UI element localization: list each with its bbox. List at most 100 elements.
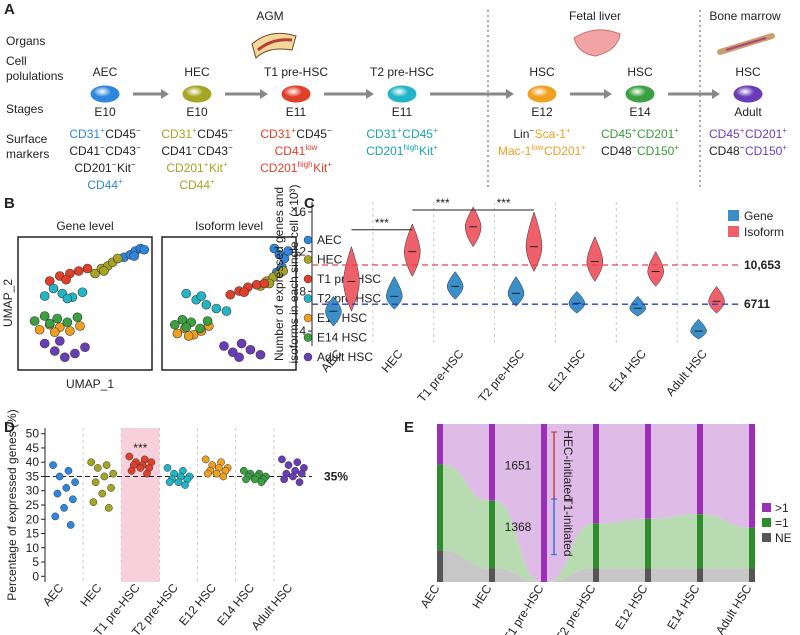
point bbox=[87, 458, 96, 467]
umap-point bbox=[225, 289, 236, 300]
umap-point bbox=[172, 328, 183, 339]
violin bbox=[568, 291, 586, 314]
reference-label: 35% bbox=[324, 469, 348, 483]
flow bbox=[651, 424, 697, 519]
umap-point bbox=[112, 253, 123, 264]
marker: CD45 bbox=[402, 127, 433, 141]
legend-label: >1 bbox=[775, 501, 789, 515]
point bbox=[295, 478, 304, 487]
x-tick-label: HEC bbox=[379, 347, 406, 376]
x-axis-label: UMAP_1 bbox=[66, 377, 114, 391]
marker-sup: + bbox=[433, 143, 438, 152]
y-tick-label: 35 bbox=[26, 469, 40, 483]
marker: CD43 bbox=[105, 144, 136, 158]
umap-title: Isoform level bbox=[195, 219, 263, 233]
point bbox=[53, 489, 62, 498]
point bbox=[60, 504, 68, 512]
point bbox=[66, 521, 75, 529]
y-axis-label-line: isoforms in each single cell (×10³) bbox=[287, 184, 301, 363]
population: HSC bbox=[529, 65, 555, 79]
point bbox=[98, 489, 107, 498]
reference-label: 10,653 bbox=[744, 258, 781, 272]
y-tick-label: 10 bbox=[26, 541, 40, 555]
arrow-head bbox=[712, 89, 720, 99]
x-tick-label: AEC bbox=[40, 581, 67, 609]
marker-line: CD31+ CD45+ bbox=[366, 126, 438, 141]
y-tick-label: 12 bbox=[293, 245, 307, 259]
umap-point bbox=[129, 251, 139, 261]
panel-label: C bbox=[304, 195, 315, 212]
y-axis-label-line: Number of expressed genes and bbox=[272, 187, 286, 361]
x-tick-label: T2 pre-HSC bbox=[475, 347, 527, 405]
violin bbox=[446, 271, 464, 300]
liver-icon bbox=[573, 29, 621, 57]
point bbox=[289, 472, 297, 481]
umap-point bbox=[49, 346, 60, 356]
point bbox=[64, 466, 73, 475]
umap-point bbox=[29, 316, 40, 326]
legend-label: E14 HSC bbox=[317, 331, 367, 345]
point bbox=[297, 469, 306, 478]
marker-sup: + bbox=[327, 160, 332, 169]
marker-line: CD31+ CD45− bbox=[69, 126, 141, 141]
x-tick-label: E14 HSC bbox=[606, 347, 649, 395]
umap-point bbox=[34, 324, 45, 335]
point bbox=[127, 466, 136, 475]
stratum bbox=[749, 568, 755, 582]
marker: Kit bbox=[209, 161, 224, 175]
organ-label: Bone marrow bbox=[709, 9, 781, 23]
organ-label: Fetal liver bbox=[569, 9, 621, 23]
point bbox=[284, 461, 293, 469]
stratum bbox=[541, 424, 547, 582]
umap-point bbox=[62, 293, 73, 304]
marker: Sca-1 bbox=[535, 127, 567, 141]
marker-sup: + bbox=[581, 143, 586, 152]
marker-line: CD45+ CD201+ bbox=[601, 126, 679, 141]
umap-point bbox=[239, 287, 249, 298]
umap-point bbox=[278, 266, 288, 276]
cell bbox=[182, 85, 212, 103]
umap-frame bbox=[161, 236, 297, 371]
umap-point bbox=[221, 306, 232, 316]
umap-point bbox=[227, 347, 238, 358]
bracket-label: *** bbox=[436, 196, 450, 210]
x-tick-label: E12 HSC bbox=[176, 581, 219, 629]
x-tick-label: HEC bbox=[469, 582, 494, 611]
legend-swatch bbox=[303, 274, 313, 284]
marker-line: CD201+ Kit+ bbox=[166, 160, 228, 175]
marker: CD201 bbox=[260, 161, 298, 175]
x-tick-label: Adult HSC bbox=[248, 581, 295, 633]
umap-point bbox=[181, 322, 191, 333]
annotation-label: T1-initiated bbox=[561, 497, 575, 556]
marker-sup: + bbox=[782, 126, 787, 135]
panel-label: A bbox=[4, 1, 15, 18]
umap-point bbox=[77, 287, 88, 298]
point bbox=[107, 484, 115, 492]
stage: Adult bbox=[734, 105, 762, 119]
umap-point bbox=[70, 348, 80, 359]
point bbox=[174, 478, 183, 487]
arrow-head bbox=[506, 89, 514, 99]
umap-point bbox=[219, 341, 229, 351]
row-label: Cell polulations bbox=[6, 54, 63, 83]
umap-point bbox=[62, 317, 73, 328]
point bbox=[201, 455, 210, 464]
umap-point bbox=[202, 316, 213, 326]
marker-sup: − bbox=[327, 126, 332, 135]
umap-point bbox=[201, 299, 212, 310]
umap-point bbox=[80, 342, 90, 353]
umap-point bbox=[48, 283, 59, 294]
legend-swatch bbox=[303, 352, 313, 362]
flow bbox=[703, 514, 749, 569]
cell bbox=[281, 85, 311, 103]
y-axis-label: Percentage of expressed genes (%) bbox=[5, 409, 19, 600]
flow bbox=[547, 523, 593, 582]
umap-point bbox=[279, 253, 290, 264]
x-tick-label: Adult HSC bbox=[713, 582, 755, 635]
point bbox=[62, 484, 71, 492]
stage: E11 bbox=[286, 105, 307, 119]
point bbox=[242, 475, 250, 484]
marker-line: CD44+ bbox=[87, 177, 123, 192]
umap-point bbox=[72, 312, 83, 323]
population: HSC bbox=[735, 65, 761, 79]
